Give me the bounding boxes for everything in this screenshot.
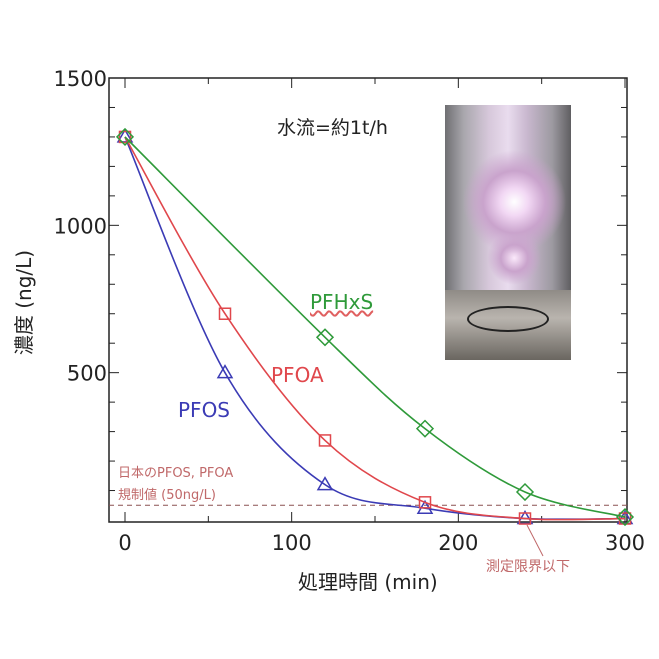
data-point-pfhxs	[115, 127, 135, 146]
flow-annotation: 水流=約1t/h	[277, 117, 388, 139]
x-axis-label: 処理時間 (min)	[298, 570, 438, 594]
y-axis-label: 濃度 (ng/L)	[12, 249, 37, 356]
series-line-pfhxs	[124, 136, 626, 518]
data-point-pfhxs	[415, 419, 435, 438]
x-tick-label: 200	[438, 531, 478, 555]
data-point-pfhxs	[515, 482, 535, 502]
data-point-pfos	[316, 476, 334, 491]
data-point-pfoa	[118, 130, 132, 144]
y-tick-label: 1500	[54, 67, 107, 91]
x-tick-label: 300	[605, 531, 645, 555]
regulation-label-2: 規制値 (50ng/L)	[118, 488, 216, 503]
detection-limit-label: 測定限界以下	[486, 559, 570, 575]
data-point-pfhxs	[315, 328, 335, 347]
detection-limit-arrow	[526, 524, 544, 557]
data-point-pfos	[216, 364, 234, 379]
data-point-pfoa	[318, 434, 332, 447]
regulation-label-1: 日本のPFOS, PFOA	[118, 466, 234, 481]
x-tick-label: 100	[272, 531, 312, 555]
reactor-photo	[445, 105, 571, 360]
plot-frame	[108, 77, 628, 523]
series-label-pfos: PFOS	[178, 398, 231, 422]
data-point-pfoa	[518, 512, 532, 525]
series-label-pfoa: PFOA	[271, 363, 324, 387]
series-line-pfoa	[124, 136, 626, 521]
data-point-pfoa	[218, 307, 232, 320]
data-point-pfoa	[418, 496, 432, 509]
series-label-pfhxs: PFHxS	[310, 290, 374, 314]
y-tick-label: 1000	[54, 214, 107, 238]
x-tick-label: 0	[118, 531, 131, 555]
y-tick-label: 500	[67, 362, 107, 386]
data-point-pfhxs	[615, 507, 635, 527]
